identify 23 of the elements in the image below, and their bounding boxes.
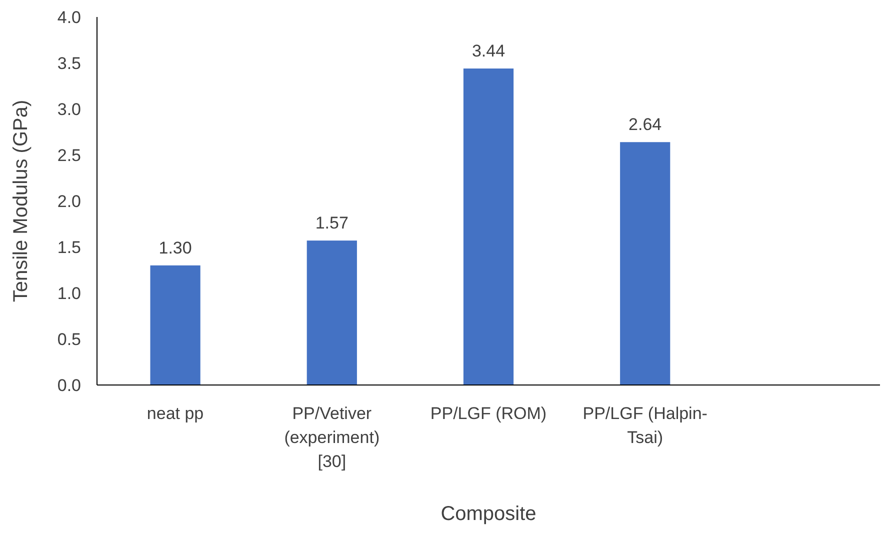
x-axis-title: Composite (440, 503, 536, 525)
y-tick-label: 2.5 (57, 146, 81, 165)
x-tick-label: neat pp (146, 404, 204, 423)
y-tick-label: 4.0 (57, 8, 81, 27)
bar (620, 142, 670, 385)
y-tick-label: 3.5 (57, 54, 81, 73)
x-tick-label: PP/LGF (Halpin-Tsai) (582, 404, 708, 447)
bar (306, 240, 357, 385)
x-tick-label: PP/Vetiver (experiment) [30] (284, 404, 380, 471)
y-tick-label: 3.0 (57, 100, 81, 119)
y-tick-label: 0.0 (57, 376, 81, 395)
y-tick-label: 1.5 (57, 238, 81, 257)
y-axis-title: Tensile Modulus (GPa) (10, 100, 32, 302)
data-label: 1.30 (158, 238, 192, 258)
y-tick-label: 2.0 (57, 192, 81, 211)
data-label: 1.57 (315, 214, 348, 233)
bar (150, 265, 200, 385)
y-tick-label: 0.5 (57, 330, 81, 349)
x-tick-label: PP/LGF (ROM) (430, 404, 547, 423)
data-label: 3.44 (472, 42, 506, 61)
bar (463, 68, 514, 385)
y-tick-label: 1.0 (57, 284, 81, 303)
data-label: 2.64 (628, 115, 662, 134)
